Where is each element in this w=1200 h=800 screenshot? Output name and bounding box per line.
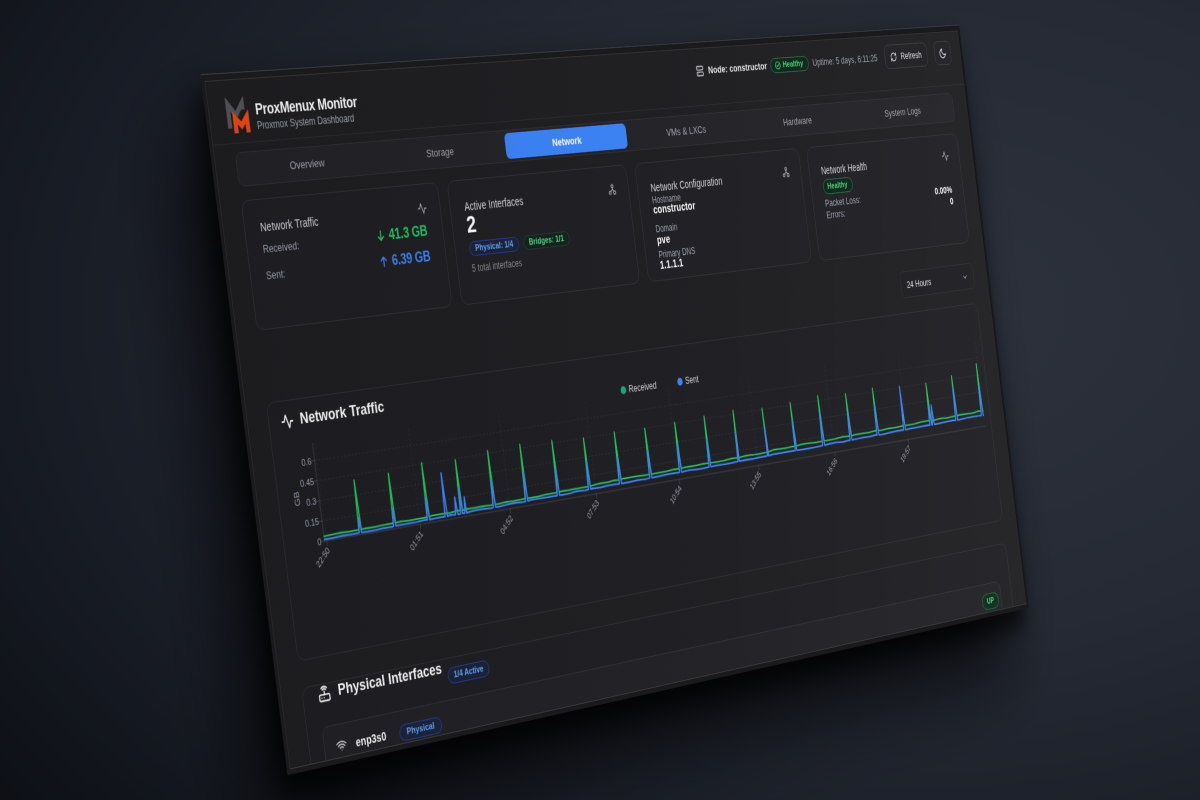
- svg-text:22:50: 22:50: [314, 545, 331, 570]
- svg-text:16:56: 16:56: [825, 456, 839, 478]
- svg-text:0.15: 0.15: [304, 516, 319, 529]
- svg-text:0.45: 0.45: [299, 476, 314, 489]
- svg-text:10:54: 10:54: [669, 483, 684, 506]
- svg-text:19:57: 19:57: [899, 443, 912, 464]
- svg-text:01:51: 01:51: [408, 528, 425, 552]
- svg-text:0: 0: [317, 536, 322, 548]
- svg-text:0.3: 0.3: [306, 496, 317, 509]
- svg-text:13:55: 13:55: [748, 469, 762, 491]
- svg-text:07:53: 07:53: [585, 498, 600, 521]
- svg-text:GB: GB: [292, 491, 302, 507]
- svg-text:0.6: 0.6: [301, 456, 312, 468]
- svg-text:04:52: 04:52: [499, 513, 515, 537]
